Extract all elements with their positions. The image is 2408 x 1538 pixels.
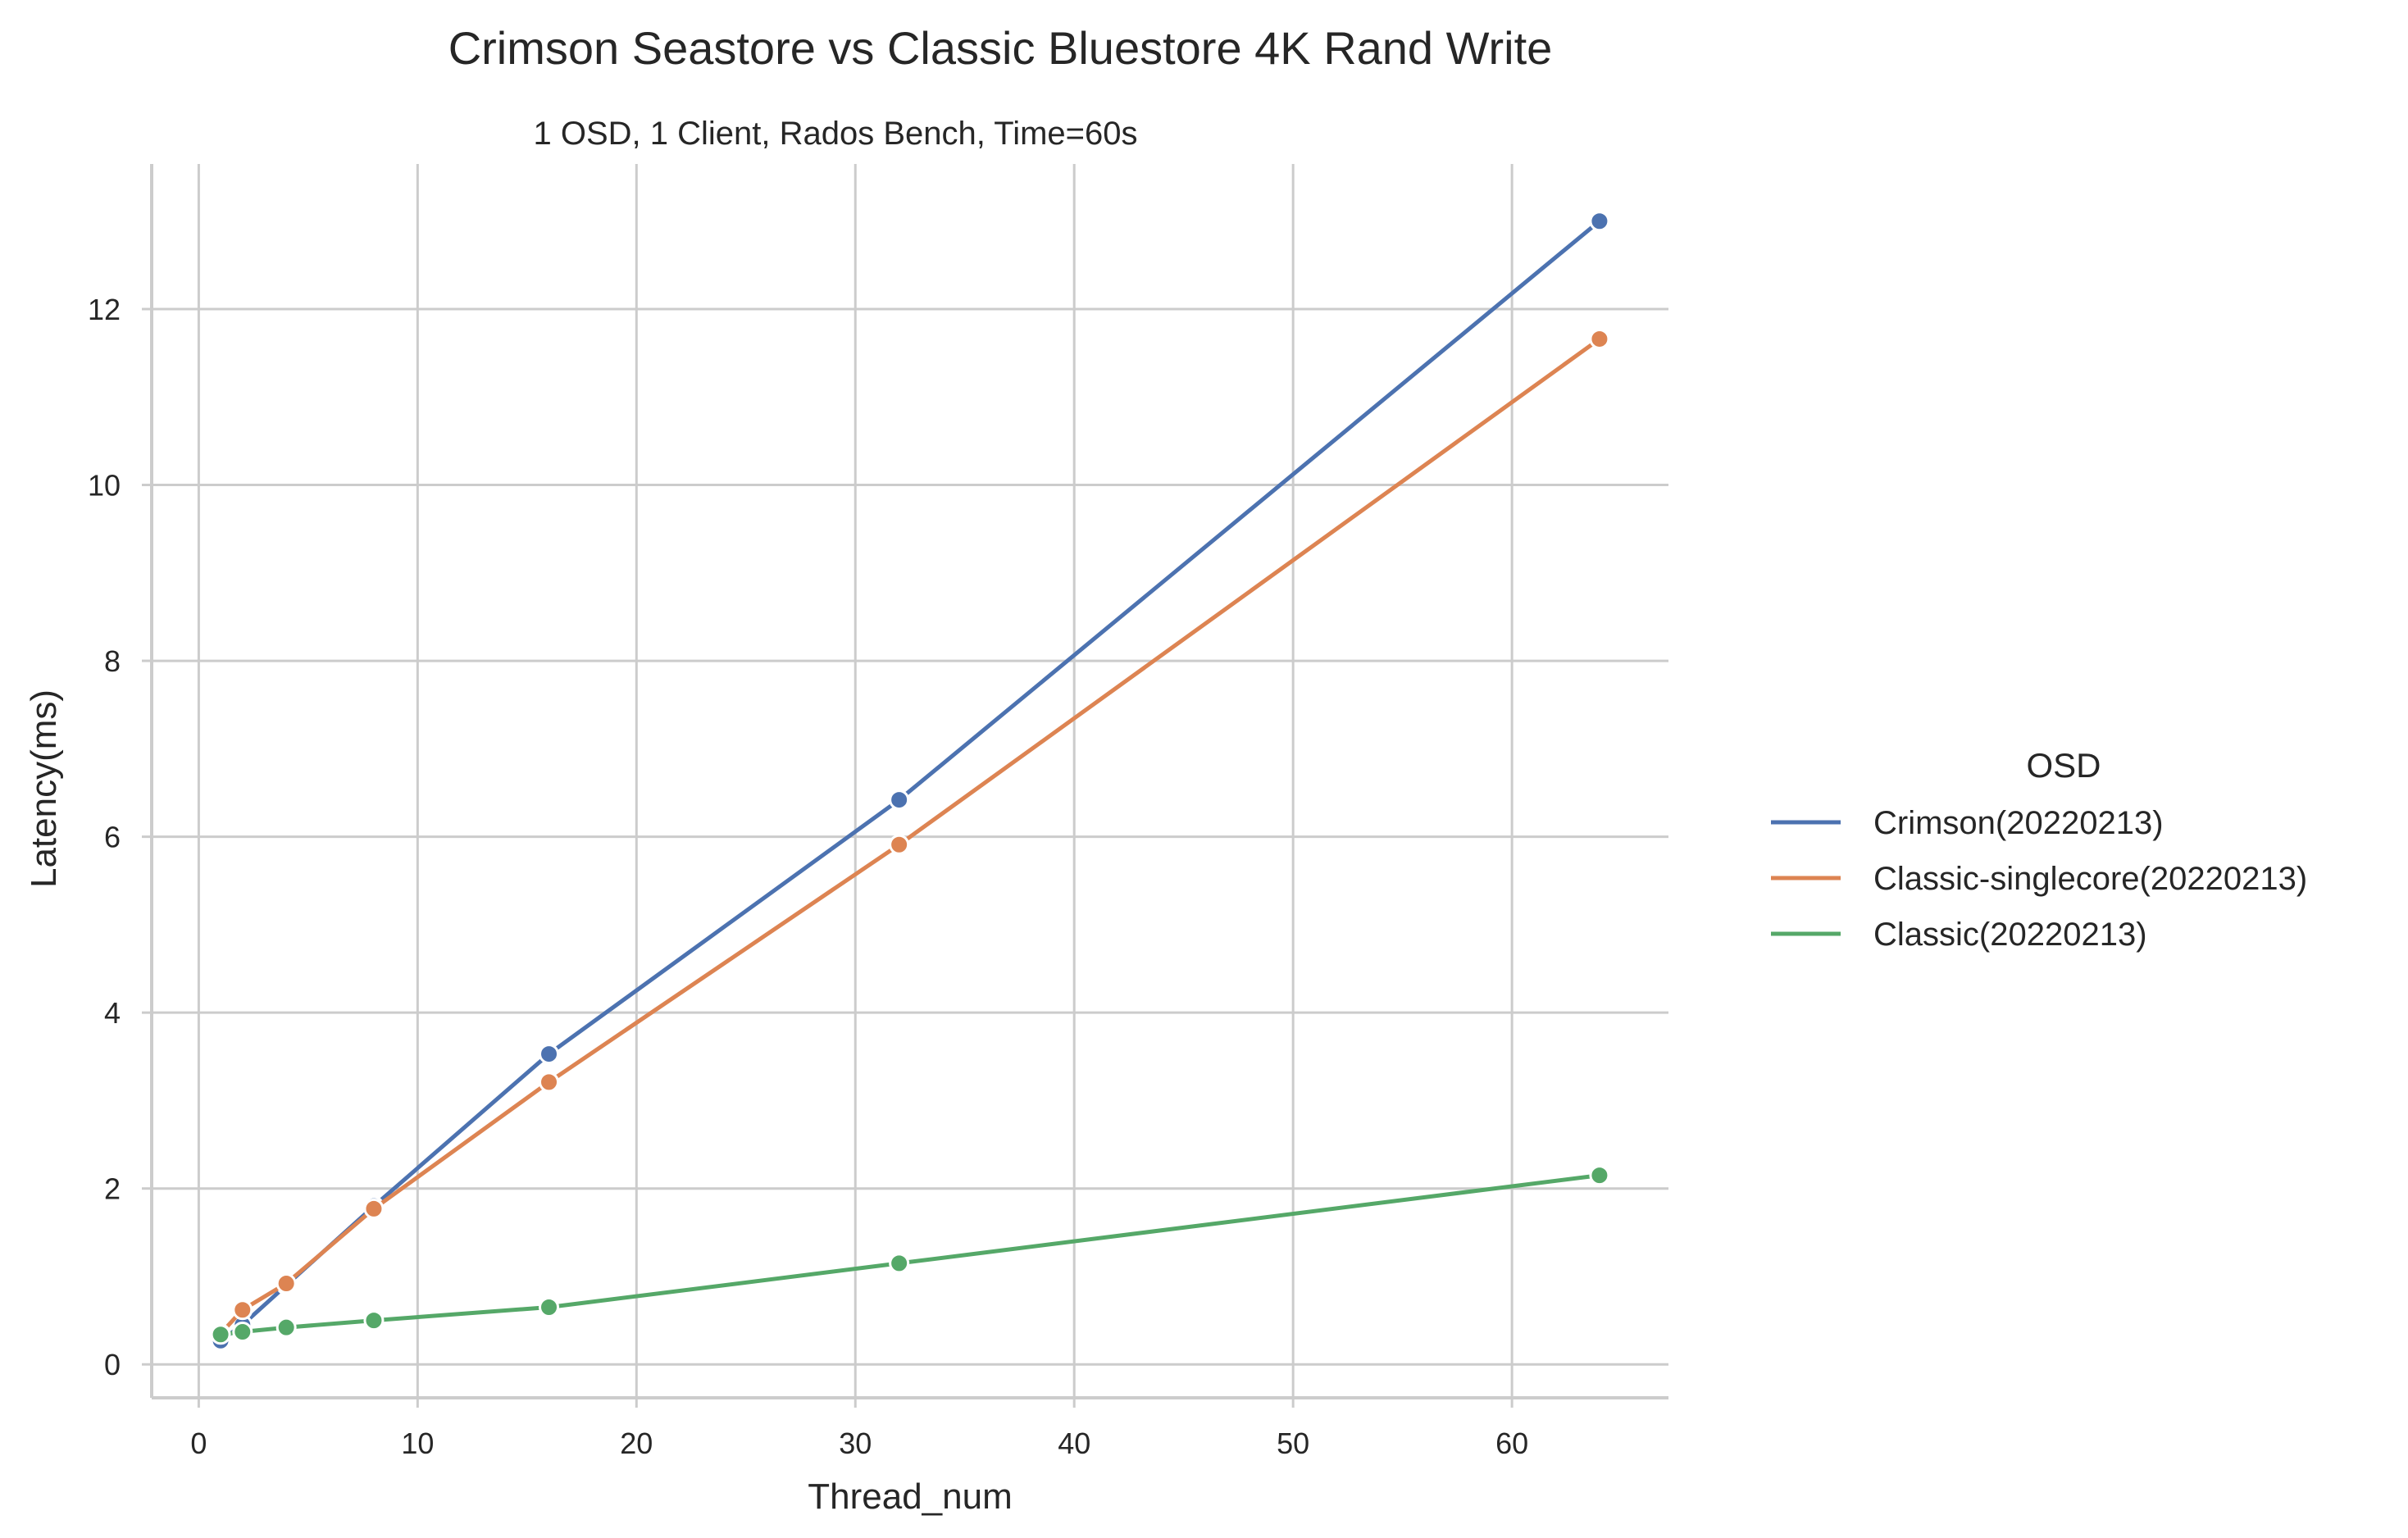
x-axis-label: Thread_num — [808, 1477, 1012, 1517]
data-point — [1589, 211, 1610, 232]
x-tick-label: 50 — [1277, 1427, 1309, 1460]
legend-item: Crimson(20220213) — [1771, 805, 2164, 841]
data-point — [363, 1310, 385, 1331]
y-tick-label: 2 — [104, 1172, 121, 1206]
y-tick-label: 0 — [104, 1348, 121, 1381]
legend-item: Classic(20220213) — [1771, 917, 2147, 953]
data-point — [889, 834, 910, 855]
data-point — [1589, 328, 1610, 349]
x-tick-label: 30 — [839, 1427, 872, 1460]
chart-subtitle: 1 OSD, 1 Client, Rados Bench, Time=60s — [533, 116, 1137, 152]
data-point — [889, 1253, 910, 1274]
x-tick-label: 20 — [620, 1427, 653, 1460]
legend-item: Classic-singlecore(20220213) — [1771, 861, 2307, 897]
data-point — [539, 1297, 560, 1318]
series-layer — [210, 211, 1610, 1351]
data-point — [889, 789, 910, 811]
legend-label: Classic-singlecore(20220213) — [1873, 861, 2307, 897]
y-tick-label: 6 — [104, 821, 121, 854]
x-tick-label: 0 — [190, 1427, 207, 1460]
data-point — [275, 1317, 297, 1338]
y-tick-label: 10 — [88, 469, 121, 503]
series-2 — [210, 1165, 1610, 1345]
data-point — [539, 1044, 560, 1065]
chart-title: Crimson Seastore vs Classic Bluestore 4K… — [448, 22, 1553, 74]
y-axis-label: Latency(ms) — [24, 689, 64, 888]
legend-label: Classic(20220213) — [1873, 917, 2147, 953]
data-point — [232, 1322, 253, 1343]
series-line — [218, 219, 1602, 1343]
series-line — [218, 1173, 1602, 1337]
data-point — [210, 1324, 231, 1345]
series-0 — [210, 211, 1610, 1351]
x-tick-label: 60 — [1495, 1427, 1528, 1460]
axes — [142, 164, 1668, 1408]
data-point — [232, 1299, 253, 1321]
grid — [152, 164, 1668, 1398]
y-tick-label: 4 — [104, 996, 121, 1030]
data-point — [275, 1273, 297, 1295]
y-tick-label: 8 — [104, 644, 121, 678]
data-point — [363, 1198, 385, 1219]
data-point — [1589, 1165, 1610, 1186]
y-tick-label: 12 — [88, 293, 121, 326]
legend: OSD Crimson(20220213) Classic-singlecore(… — [1771, 746, 2307, 953]
tick-labels: 0 10 20 30 40 50 60 0 2 4 6 8 10 12 — [88, 293, 1528, 1460]
x-tick-label: 10 — [401, 1427, 434, 1460]
data-point — [539, 1072, 560, 1093]
legend-title: OSD — [2026, 746, 2101, 785]
x-tick-label: 40 — [1058, 1427, 1090, 1460]
legend-label: Crimson(20220213) — [1873, 805, 2164, 841]
